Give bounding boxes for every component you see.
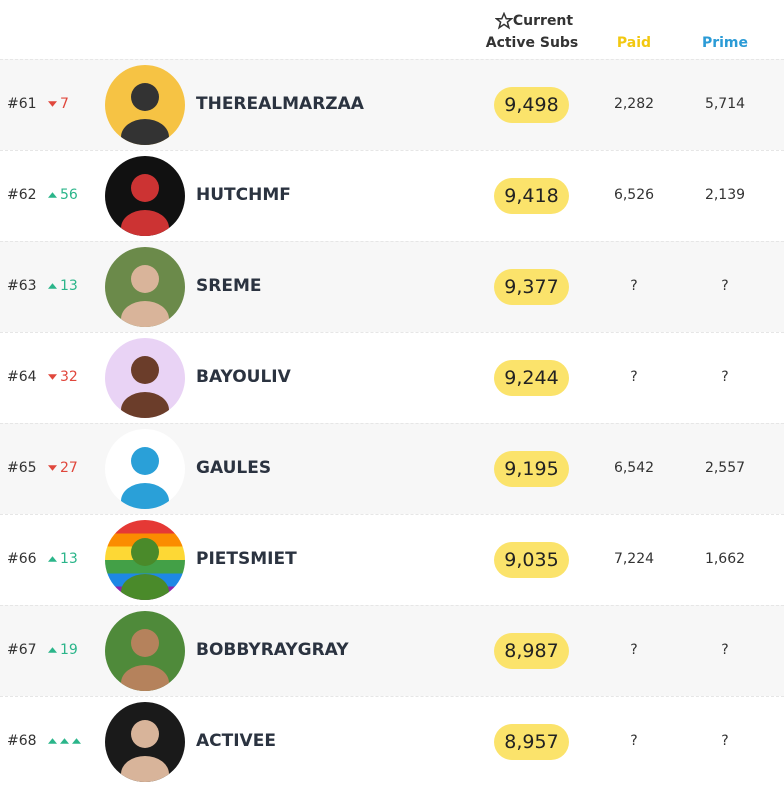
- streamer-name[interactable]: ACTIVEE: [196, 731, 276, 751]
- rank: #61: [7, 96, 37, 112]
- rank-change: 32: [48, 369, 78, 385]
- leaderboard-row[interactable]: #61 7 THEREALMARZAA 9,498 2,282 5,714: [0, 59, 784, 150]
- rank-change: [48, 733, 84, 749]
- active-subs: 9,195: [494, 451, 569, 487]
- active-subs: 8,987: [494, 633, 569, 669]
- rank: #62: [7, 187, 37, 203]
- rank-change-value: 32: [60, 369, 78, 385]
- leaderboard-row[interactable]: #67 19 BOBBYRAYGRAY 8,987??: [0, 605, 784, 696]
- rank: #64: [7, 369, 37, 385]
- active-subs: 9,244: [494, 360, 569, 396]
- active-subs: 9,418: [494, 178, 569, 214]
- active-subs: 9,035: [494, 542, 569, 578]
- prime-subs: ?: [721, 278, 729, 294]
- streamer-name[interactable]: SREME: [196, 276, 262, 296]
- streamer-name[interactable]: BAYOULIV: [196, 367, 291, 387]
- paid-subs: ?: [630, 642, 638, 658]
- rank: #65: [7, 460, 37, 476]
- paid-subs: 2,282: [613, 96, 655, 112]
- avatar[interactable]: [105, 156, 185, 236]
- prime-subs: 2,557: [704, 460, 746, 476]
- paid-subs: 7,224: [613, 551, 655, 567]
- leaderboard-row[interactable]: #65 27 GAULES 9,195 6,542 2,557: [0, 423, 784, 514]
- prime-subs: 5,714: [704, 96, 746, 112]
- paid-subs: ?: [630, 278, 638, 294]
- active-subs: 9,377: [494, 269, 569, 305]
- active-subs: 9,498: [494, 87, 569, 123]
- leaderboard-row[interactable]: #62 56 HUTCHMF 9,418 6,526 2,139: [0, 150, 784, 241]
- paid-subs: ?: [630, 369, 638, 385]
- avatar[interactable]: [105, 702, 185, 782]
- star-icon[interactable]: [495, 12, 513, 30]
- streamer-name[interactable]: PIETSMIET: [196, 549, 297, 569]
- rank-change: 27: [48, 460, 78, 476]
- prime-subs: 1,662: [704, 551, 746, 567]
- leaderboard-row[interactable]: #64 32 BAYOULIV 9,244??: [0, 332, 784, 423]
- streamer-name[interactable]: HUTCHMF: [196, 185, 291, 205]
- streamer-name[interactable]: BOBBYRAYGRAY: [196, 640, 349, 660]
- streamer-name[interactable]: GAULES: [196, 458, 272, 478]
- avatar[interactable]: [105, 338, 185, 418]
- rank-change: 7: [48, 96, 69, 112]
- prime-subs: ?: [721, 369, 729, 385]
- avatar[interactable]: [105, 611, 185, 691]
- avatar[interactable]: [105, 65, 185, 145]
- active-subs: 8,957: [494, 724, 569, 760]
- paid-subs: 6,542: [613, 460, 655, 476]
- avatar[interactable]: [105, 247, 185, 327]
- header-paid[interactable]: Paid: [616, 35, 652, 51]
- rank-change-value: 13: [60, 278, 78, 294]
- leaderboard-row[interactable]: #66 13 PIETSMIET 9,035 7,224 1,662: [0, 514, 784, 605]
- header-prime[interactable]: Prime: [701, 35, 749, 51]
- rank-change: 56: [48, 187, 78, 203]
- prime-subs: 2,139: [704, 187, 746, 203]
- leaderboard-row[interactable]: #68 ACTIVEE 8,957??: [0, 696, 784, 787]
- paid-subs: 6,526: [613, 187, 655, 203]
- rank-change: 13: [48, 278, 78, 294]
- avatar[interactable]: [105, 429, 185, 509]
- rank-change-value: 7: [60, 96, 69, 112]
- prime-subs: ?: [721, 733, 729, 749]
- rank: #63: [7, 278, 37, 294]
- leaderboard-row[interactable]: #63 13 SREME 9,377??: [0, 241, 784, 332]
- header-active-subs[interactable]: Active Subs: [485, 35, 579, 51]
- rank: #68: [7, 733, 37, 749]
- streamer-name[interactable]: THEREALMARZAA: [196, 94, 364, 114]
- rank-change-value: 56: [60, 187, 78, 203]
- paid-subs: ?: [630, 733, 638, 749]
- prime-subs: ?: [721, 642, 729, 658]
- rank-change: 13: [48, 551, 78, 567]
- rank-change: 19: [48, 642, 78, 658]
- rank-change-value: 13: [60, 551, 78, 567]
- header-current[interactable]: Current: [512, 13, 574, 29]
- avatar[interactable]: [105, 520, 185, 600]
- rank: #67: [7, 642, 37, 658]
- rank-change-value: 19: [60, 642, 78, 658]
- rank: #66: [7, 551, 37, 567]
- rank-change-value: 27: [60, 460, 78, 476]
